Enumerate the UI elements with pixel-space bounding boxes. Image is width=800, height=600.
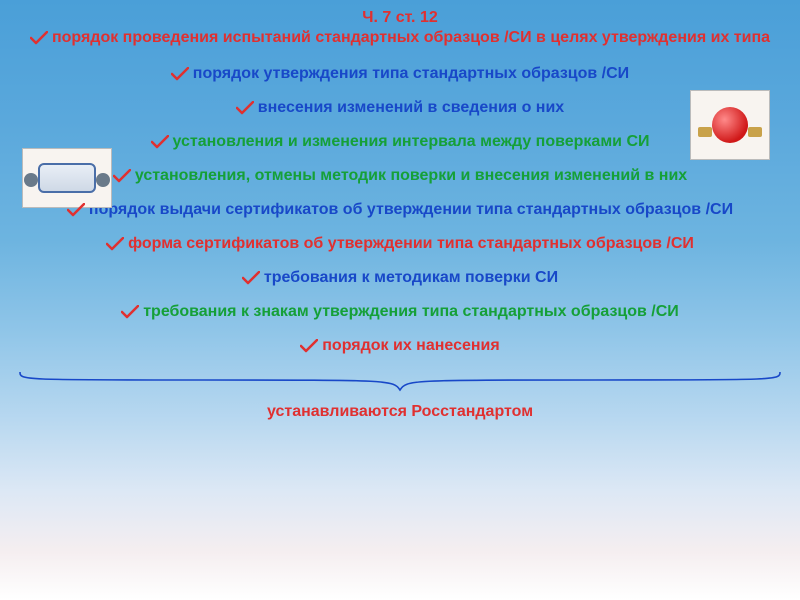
bullet-text: установления и изменения интервала между… bbox=[173, 133, 650, 150]
title-line2: порядок проведения испытаний стандартных… bbox=[12, 28, 788, 48]
curly-brace bbox=[15, 370, 785, 397]
bullet-text: требования к методикам поверки СИ bbox=[264, 269, 558, 286]
bullet-text: установления, отмены методик поверки и в… bbox=[135, 167, 687, 184]
bullet-text: порядок утверждения типа стандартных обр… bbox=[193, 65, 629, 82]
checkmark-pencil-icon bbox=[121, 305, 139, 319]
checkmark-pencil-icon bbox=[242, 271, 260, 285]
water-meter-red-image bbox=[690, 90, 770, 160]
bullet-text: порядок выдачи сертификатов об утвержден… bbox=[89, 201, 733, 218]
bullet-item: установления, отмены методик поверки и в… bbox=[12, 166, 788, 186]
title-line1: Ч. 7 ст. 12 bbox=[12, 8, 788, 28]
bullet-text: внесения изменений в сведения о них bbox=[258, 99, 564, 116]
bullet-text: требования к знакам утверждения типа ста… bbox=[143, 303, 679, 320]
slide-content: Ч. 7 ст. 12 порядок проведения испытаний… bbox=[0, 0, 800, 421]
bullet-item: требования к методикам поверки СИ bbox=[12, 268, 788, 288]
checkmark-pencil-icon bbox=[236, 101, 254, 115]
checkmark-pencil-icon bbox=[113, 169, 131, 183]
title-block: Ч. 7 ст. 12 порядок проведения испытаний… bbox=[12, 8, 788, 48]
bullet-text: форма сертификатов об утверждении типа с… bbox=[128, 235, 694, 252]
title-line2-text: порядок проведения испытаний стандартных… bbox=[52, 29, 770, 46]
checkmark-pencil-icon bbox=[67, 203, 85, 217]
bullet-item: требования к знакам утверждения типа ста… bbox=[12, 302, 788, 322]
checkmark-pencil-icon bbox=[151, 135, 169, 149]
bullet-item: порядок их нанесения bbox=[12, 336, 788, 356]
water-meter-blue-image bbox=[22, 148, 112, 208]
bullet-item: установления и изменения интервала между… bbox=[12, 132, 788, 152]
bullet-item: порядок утверждения типа стандартных обр… bbox=[12, 64, 788, 84]
checkmark-pencil-icon bbox=[30, 31, 48, 45]
checkmark-pencil-icon bbox=[300, 339, 318, 353]
bullet-item: внесения изменений в сведения о них bbox=[12, 98, 788, 118]
bullet-item: форма сертификатов об утверждении типа с… bbox=[12, 234, 788, 254]
checkmark-pencil-icon bbox=[106, 237, 124, 251]
checkmark-pencil-icon bbox=[171, 67, 189, 81]
footer-text: устанавливаются Росстандартом bbox=[12, 403, 788, 421]
bullet-item: порядок выдачи сертификатов об утвержден… bbox=[12, 200, 788, 220]
bullet-text: порядок их нанесения bbox=[322, 337, 499, 354]
